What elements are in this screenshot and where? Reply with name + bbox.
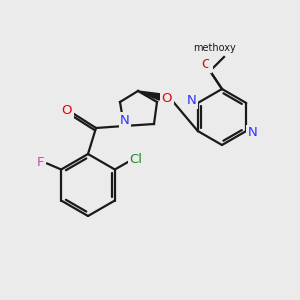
Text: N: N — [187, 94, 196, 107]
Text: O: O — [201, 58, 211, 70]
Text: O: O — [62, 103, 72, 116]
Text: F: F — [36, 156, 44, 169]
Polygon shape — [138, 91, 161, 100]
Text: O: O — [201, 58, 211, 70]
Text: methoxy: methoxy — [194, 43, 236, 53]
Text: Cl: Cl — [129, 153, 142, 166]
Text: O: O — [162, 92, 172, 104]
Text: N: N — [120, 113, 130, 127]
Text: N: N — [248, 127, 257, 140]
